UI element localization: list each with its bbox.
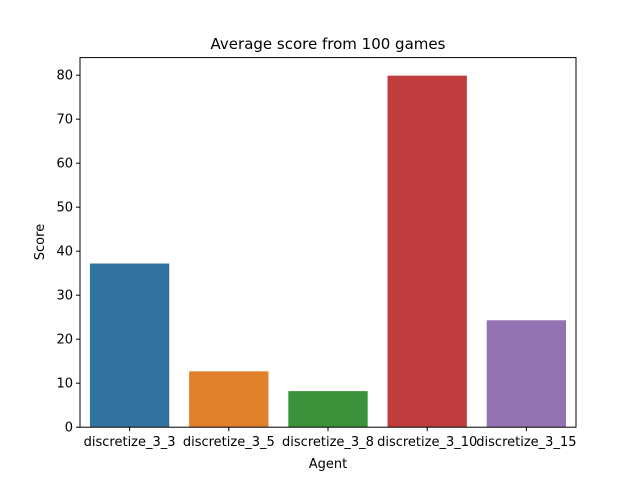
bar-discretize_3_5 xyxy=(189,371,269,428)
x-axis-ticks: discretize_3_3 discretize_3_5 discretize_3… xyxy=(84,427,576,450)
y-tick-label: 70 xyxy=(56,113,73,128)
bars-group xyxy=(89,75,567,428)
chart-title: Average score from 100 games xyxy=(211,35,446,53)
bar-discretize_3_15 xyxy=(486,320,567,428)
bar-discretize_3_10 xyxy=(387,75,467,428)
y-tick-label: 60 xyxy=(56,157,73,172)
bar-discretize_3_8 xyxy=(288,391,368,428)
y-axis-label: Score xyxy=(33,224,48,260)
x-axis-label: Agent xyxy=(309,457,347,472)
y-tick-label: 30 xyxy=(56,289,73,304)
bar-discretize_3_3 xyxy=(89,263,170,428)
x-tick-label: discretize_3_5 xyxy=(183,435,275,450)
x-tick-label: discretize_3_10 xyxy=(377,435,477,450)
x-tick-label: discretize_3_8 xyxy=(282,435,374,450)
y-tick-label: 80 xyxy=(56,69,73,84)
plot-area-frame xyxy=(79,57,577,428)
y-tick-label: 20 xyxy=(56,333,73,348)
y-tick-label: 0 xyxy=(65,421,73,436)
x-tick-label: discretize_3_15 xyxy=(476,435,576,450)
y-axis-ticks: 0 10 20 30 40 50 60 70 80 xyxy=(56,69,80,436)
y-tick-label: 50 xyxy=(56,201,73,216)
y-tick-label: 40 xyxy=(56,245,73,260)
y-tick-label: 10 xyxy=(56,377,73,392)
x-tick-label: discretize_3_3 xyxy=(84,435,176,450)
